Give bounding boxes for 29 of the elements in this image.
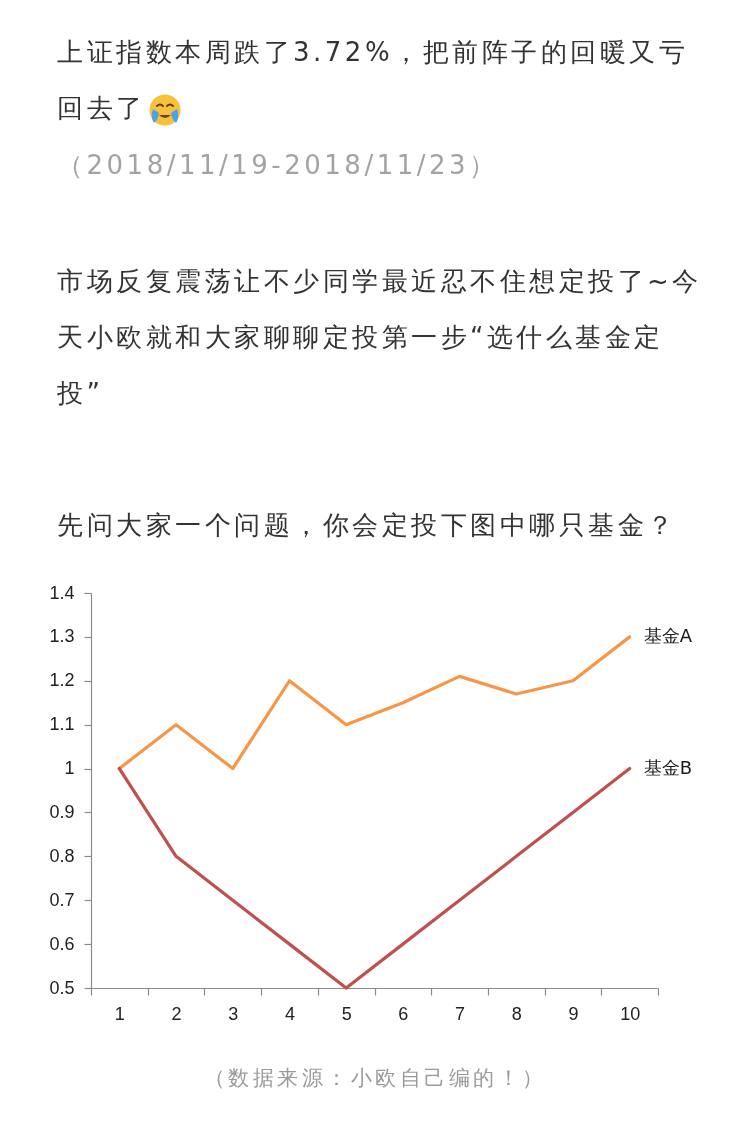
series-label: 基金A [643, 624, 693, 646]
series-label: 基金B [643, 756, 693, 778]
chart-title: 上证指数本周跌了3.72%，把前阵子的回暖又亏回去了 [57, 36, 690, 125]
y-tick-label: 0.9 [49, 801, 75, 822]
x-tick-label: 4 [284, 1003, 295, 1024]
y-tick-label: 1.1 [49, 714, 75, 735]
y-tick-label: 1 [64, 758, 75, 779]
text: 市场反复震荡让不少同学最近忍不住想定投了~今天小欧就和大家聊聊定投第一步“选什么基金定投” [57, 265, 703, 410]
x-tick-label: 9 [568, 1003, 579, 1024]
x-tick-label: 7 [455, 1003, 466, 1024]
y-tick-label: 0.7 [49, 889, 75, 910]
y-tick-label: 0.5 [49, 977, 75, 998]
x-tick-label: 8 [511, 1003, 522, 1024]
y-tick-label: 1.3 [49, 626, 75, 647]
chart-subtitle: （2018/11/19-2018/11/23） [57, 149, 500, 182]
x-tick-label: 6 [398, 1003, 409, 1024]
text: 先问大家一个问题，你会定投下图中哪只基金？ [57, 509, 678, 542]
x-tick-label: 2 [171, 1003, 182, 1024]
x-tick-label: 5 [341, 1003, 352, 1024]
y-tick-label: 0.6 [49, 933, 75, 954]
x-tick-label: 3 [228, 1003, 239, 1024]
y-tick-label: 0.8 [49, 845, 75, 866]
y-tick-label: 1.4 [49, 582, 75, 603]
line-series [117, 635, 632, 771]
line-series [117, 766, 632, 990]
y-tick-label: 1.2 [49, 670, 75, 691]
x-tick-label: 10 [620, 1003, 641, 1024]
text: （数据来源：小欧自己编的！） [202, 1065, 548, 1092]
x-tick-label: 1 [114, 1003, 125, 1024]
